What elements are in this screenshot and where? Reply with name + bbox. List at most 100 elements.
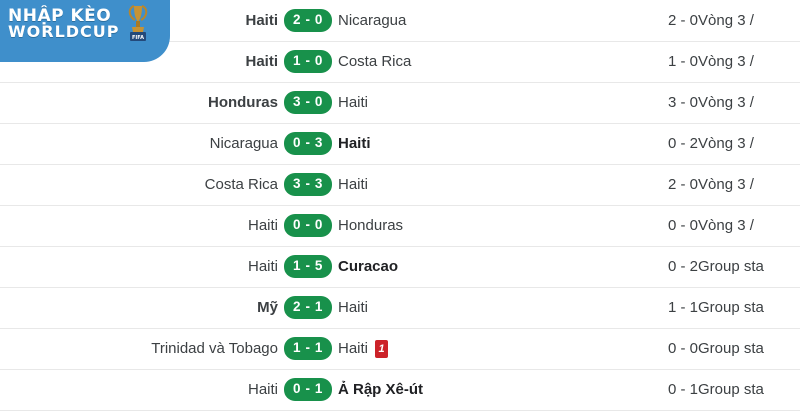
halftime-score: 2 - 0 [667,176,698,193]
red-card-icon: 1 [375,339,389,358]
score-cell: 0 - 0 [278,205,338,246]
away-team-cell[interactable]: Honduras [338,205,628,246]
logo-line-2: WORLDCUP [8,22,120,42]
away-team-cell[interactable]: Haiti [338,123,628,164]
away-wrap: Curacao [338,258,398,275]
site-logo-watermark[interactable]: NHẬP KÈO WORLDCUP FIFA [0,0,170,62]
away-team-cell[interactable]: Ả Rập Xê-út [338,369,628,410]
score-badge[interactable]: 2 - 1 [283,296,332,319]
score-cell: 3 - 0 [278,82,338,123]
away-team-cell[interactable]: Haiti [338,287,628,328]
away-team-cell[interactable]: Haiti [338,164,628,205]
score-cell: 3 - 3 [278,164,338,205]
competition-round[interactable]: Vòng 3 / [698,217,754,234]
competition-round[interactable]: Vòng 3 / [698,53,754,70]
competition-round[interactable]: Vòng 3 / [698,176,754,193]
score-badge[interactable]: 2 - 0 [283,8,332,32]
competition-round[interactable]: Group sta [698,381,764,398]
table-row[interactable]: Honduras 3 - 0 Haiti 3 - 0 Vòng 3 / [0,82,800,123]
score-badge[interactable]: 3 - 0 [283,91,332,114]
away-wrap: Haiti 1 [338,339,389,358]
away-team-name: Haiti [338,176,369,193]
halftime-score: 1 - 0 [667,53,698,70]
away-wrap: Honduras [338,217,403,234]
home-team-name[interactable]: Trinidad và Tobago [151,340,278,357]
home-team-name[interactable]: Haiti [247,381,278,398]
away-team-name: Haiti [338,340,369,357]
table-row[interactable]: Mỹ 2 - 1 Haiti 1 - 1 Group sta [0,287,800,328]
table-row[interactable]: Trinidad và Tobago 1 - 1 Haiti 1 0 - 0 Group … [0,328,800,369]
table-row[interactable]: Haiti 2 - 0 Nicaragua 2 - 0 Vòng 3 / [0,0,800,41]
logo-inner: NHẬP KÈO WORLDCUP FIFA [8,2,151,46]
halftime-score: 0 - 2 [667,258,698,275]
away-team-name: Haiti [338,135,371,152]
competition-round[interactable]: Group sta [698,258,764,275]
away-wrap: Haiti [338,299,368,316]
halftime-score: 2 - 0 [667,11,698,29]
away-team-cell[interactable]: Haiti [338,82,628,123]
score-badge[interactable]: 0 - 1 [283,378,332,401]
halftime-score: 0 - 0 [667,340,698,357]
competition-round[interactable]: Vòng 3 / [698,135,754,152]
away-team-name: Costa Rica [338,53,412,70]
halftime-score: 0 - 2 [667,135,698,152]
away-team-name: Nicaragua [338,11,407,29]
home-team-name[interactable]: Mỹ [257,299,278,316]
score-cell: 0 - 3 [278,123,338,164]
away-wrap: Haiti [338,176,368,193]
competition-round[interactable]: Group sta [698,340,764,357]
score-badge[interactable]: 0 - 3 [283,132,332,155]
svg-text:FIFA: FIFA [132,35,144,41]
score-badge[interactable]: 1 - 1 [283,337,332,360]
competition-round[interactable]: Vòng 3 / [698,11,754,29]
competition-round[interactable]: Group sta [698,299,764,316]
home-team-name[interactable]: Honduras [207,94,278,111]
logo-wordmark: NHẬP KÈO WORLDCUP [8,6,120,42]
score-badge[interactable]: 1 - 0 [283,50,332,73]
score-badge[interactable]: 0 - 0 [283,214,332,237]
away-team-name: Curacao [338,258,399,275]
home-team-name[interactable]: Haiti [247,217,278,234]
away-wrap: Haiti [338,94,368,111]
score-cell: 2 - 1 [278,287,338,328]
away-wrap: Costa Rica [338,53,411,70]
table-row[interactable]: Nicaragua 0 - 3 Haiti 0 - 2 Vòng 3 / [0,123,800,164]
halftime-score: 1 - 1 [667,299,698,316]
home-team-name[interactable]: Costa Rica [204,176,278,193]
halftime-score: 0 - 1 [667,381,698,398]
score-cell: 2 - 0 [278,0,338,41]
away-team-cell[interactable]: Costa Rica [338,41,628,82]
score-cell: 1 - 5 [278,246,338,287]
away-team-name: Haiti [338,299,369,316]
score-badge[interactable]: 1 - 5 [283,255,332,278]
away-wrap: Haiti [338,135,371,152]
logo-line-1: NHẬP KÈO [8,6,112,27]
halftime-score: 3 - 0 [667,94,698,111]
fifa-trophy-icon: FIFA [125,2,151,46]
score-cell: 1 - 0 [278,41,338,82]
away-team-name: Honduras [338,217,404,234]
score-cell: 0 - 1 [278,369,338,410]
away-team-name: Haiti [338,94,369,111]
table-row[interactable]: Haiti 0 - 0 Honduras 0 - 0 Vòng 3 / [0,205,800,246]
halftime-score: 0 - 0 [667,217,698,234]
competition-round[interactable]: Vòng 3 / [698,94,754,111]
away-team-name: Ả Rập Xê-út [338,381,424,398]
away-wrap: Ả Rập Xê-út [338,381,423,398]
home-team-name[interactable]: Nicaragua [209,135,278,152]
away-team-cell[interactable]: Haiti 1 [338,328,628,369]
table-row[interactable]: Haiti 1 - 0 Costa Rica 1 - 0 Vòng 3 / [0,41,800,82]
away-team-cell[interactable]: Curacao [338,246,628,287]
score-cell: 1 - 1 [278,328,338,369]
away-wrap: Nicaragua [338,12,406,29]
away-team-cell[interactable]: Nicaragua [338,0,628,41]
home-team-name[interactable]: Haiti [245,53,278,70]
table-row[interactable]: Costa Rica 3 - 3 Haiti 2 - 0 Vòng 3 / [0,164,800,205]
score-badge[interactable]: 3 - 3 [283,173,332,196]
table-row[interactable]: Haiti 1 - 5 Curacao 0 - 2 Group sta [0,246,800,287]
home-team-name[interactable]: Haiti [245,11,278,29]
home-team-name[interactable]: Haiti [247,258,278,275]
